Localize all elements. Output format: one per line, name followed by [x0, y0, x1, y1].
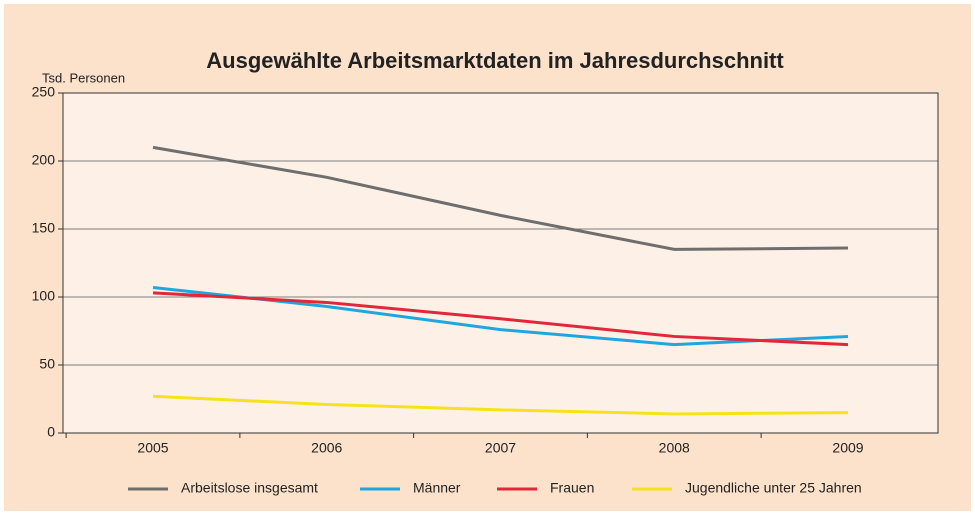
- y-tick-label: 150: [32, 220, 56, 236]
- x-tick-label: 2009: [832, 440, 863, 456]
- x-tick-label: 2007: [485, 440, 516, 456]
- x-tick-label: 2006: [311, 440, 342, 456]
- line-series: [152, 145, 849, 251]
- line-series: [152, 394, 849, 416]
- y-tick-label: 200: [32, 152, 56, 168]
- legend-label: Arbeitslose insgesamt: [181, 480, 318, 496]
- legend-label: Männer: [413, 480, 461, 496]
- y-tick-label: 0: [47, 424, 55, 440]
- plot-area: [63, 93, 938, 433]
- y-tick-label: 250: [32, 84, 56, 100]
- x-tick-label: 2008: [659, 440, 690, 456]
- y-tick-label: 50: [39, 356, 55, 372]
- x-tick-label: 2005: [137, 440, 168, 456]
- plot-frame: [62, 92, 939, 434]
- y-axis-label: Tsd. Personen: [42, 70, 125, 85]
- legend-label: Frauen: [550, 480, 594, 496]
- chart-title: Ausgewählte Arbeitsmarktdaten im Jahresd…: [206, 48, 784, 73]
- line-series: [152, 291, 849, 347]
- y-tick-label: 100: [32, 288, 56, 304]
- legend-label: Jugendliche unter 25 Jahren: [685, 480, 862, 496]
